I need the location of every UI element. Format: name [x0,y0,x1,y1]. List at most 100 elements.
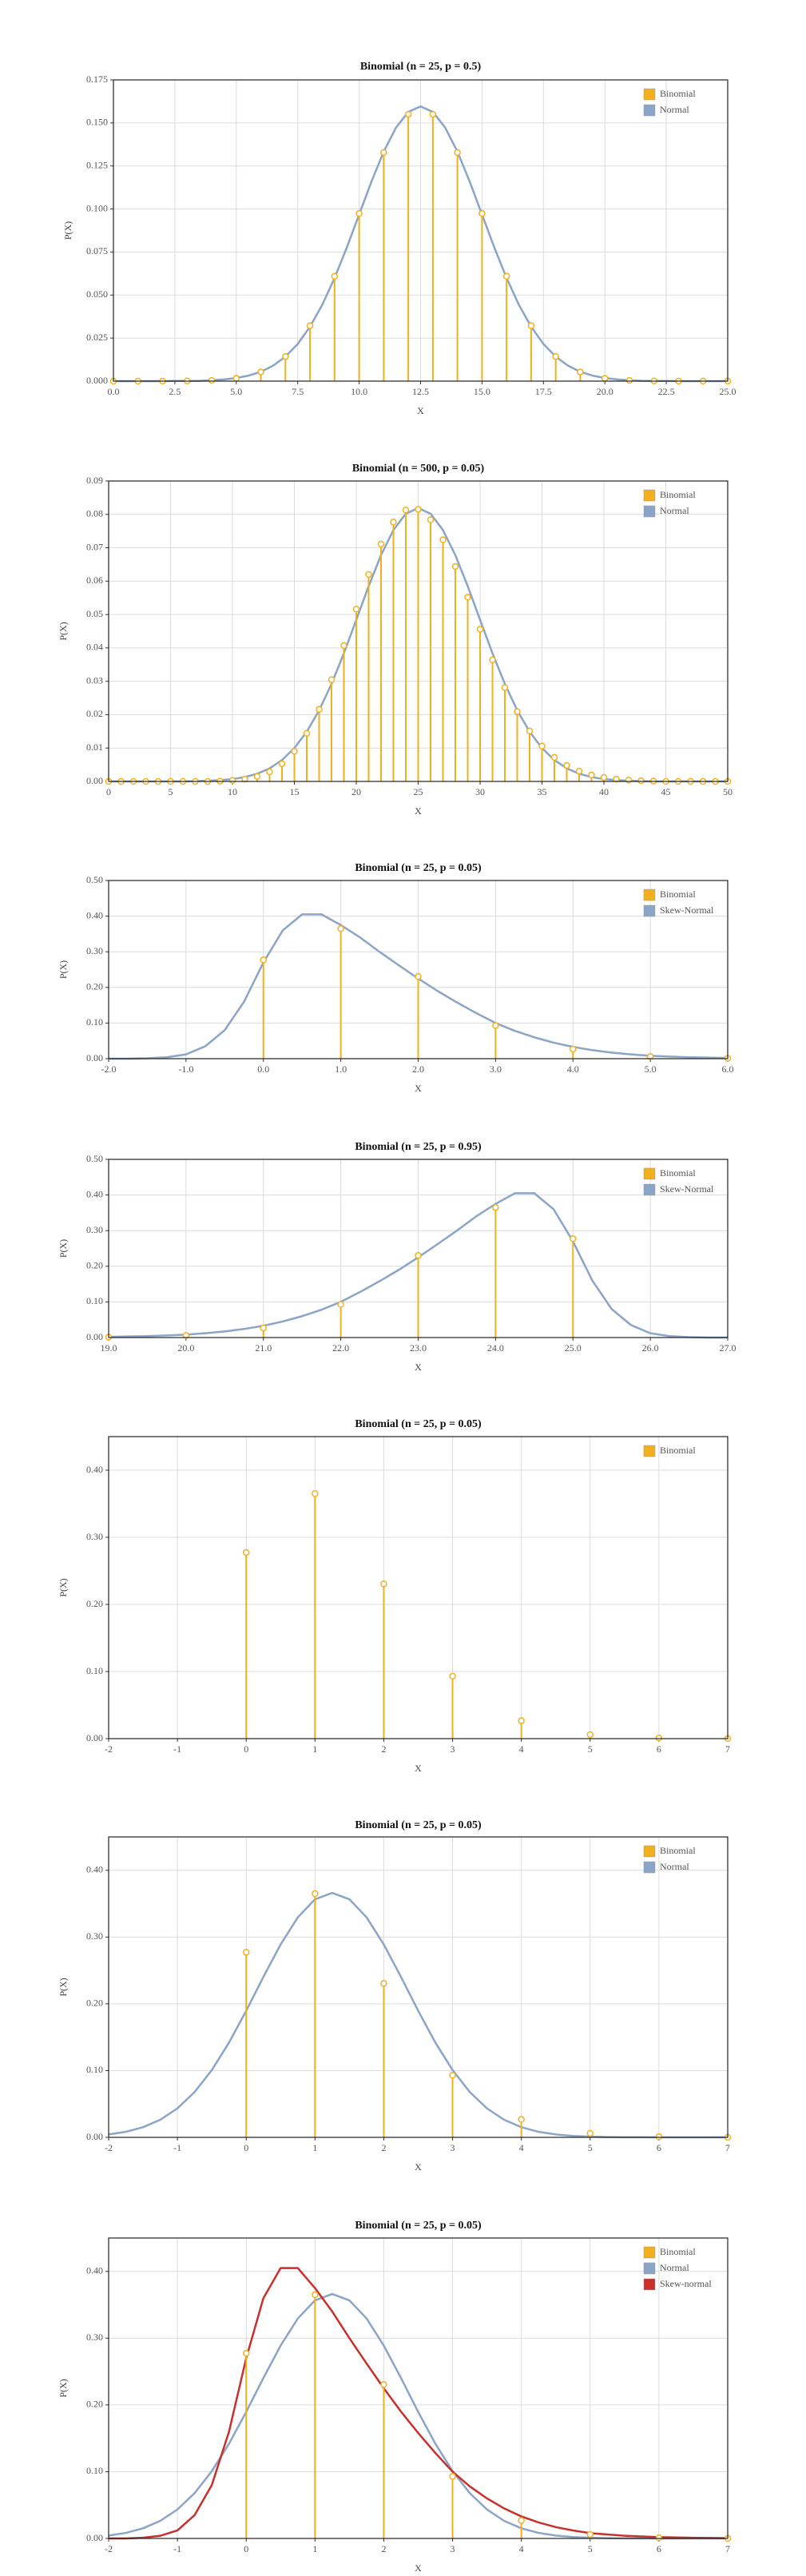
stem-marker [655,2534,663,2542]
x-tick-label: 6.0 [722,1063,734,1075]
x-tick-label: 4 [519,2142,524,2153]
y-tick-label: 0.00 [86,2532,103,2543]
chart: Binomial (n = 25, p = 0.5)XP(X)0.0000.02… [62,61,737,416]
chart-title: Binomial (n = 25, p = 0.95) [355,1141,482,1153]
legend-label: Binomial [660,888,696,900]
stem-marker [352,606,360,613]
x-tick-label: 30 [475,786,485,797]
stem-marker [655,1734,663,1742]
x-tick-label: 21.0 [255,1342,272,1354]
stem-marker [476,626,484,633]
y-tick-label: 0.20 [86,1260,103,1271]
stem-marker [312,1490,319,1497]
y-axis-label: P(X) [58,1239,69,1258]
chart-title: Binomial (n = 500, p = 0.05) [352,463,485,475]
y-tick-label: 0.08 [86,508,103,519]
x-tick-label: 0 [244,2142,248,2153]
chart-title: Binomial (n = 25, p = 0.05) [355,1819,482,1831]
y-tick-label: 0.40 [86,909,103,920]
stem-marker [340,642,347,650]
legend-label: Binomial [660,2246,696,2257]
legend-label: Binomial [660,1445,696,1456]
y-tick-label: 0.00 [86,1052,103,1063]
x-tick-label: 6 [657,2142,661,2153]
stem-marker [439,536,447,543]
x-tick-label: 3.0 [490,1063,502,1075]
legend-swatch [643,888,656,901]
y-tick-label: 0.40 [86,1464,103,1475]
legend-label: Binomial [660,88,696,99]
x-tick-label: -2.0 [101,1063,117,1075]
x-tick-label: 22.0 [332,1342,349,1354]
legend-label: Binomial [660,1167,696,1179]
legend-label: Normal [660,2262,689,2273]
stem-marker [449,2072,456,2079]
stem-marker [427,516,435,523]
y-tick-label: 0.50 [86,874,103,885]
y-tick-label: 0.20 [86,981,103,992]
legend-label: Skew-Normal [660,1183,714,1195]
stem-marker [365,570,372,578]
stem-marker [306,322,314,329]
curve [113,105,728,383]
legend-swatch [643,104,656,117]
plot-frame [113,79,729,382]
y-tick-label: 0.30 [86,1531,103,1542]
legend-swatch [643,2278,656,2291]
x-tick-label: 35 [538,786,547,797]
stem-marker [518,2517,525,2524]
stem-marker [570,1235,577,1242]
y-tick-label: 0.20 [86,2399,103,2410]
stem-marker [232,375,240,382]
chart-title: Binomial (n = 25, p = 0.05) [355,2220,482,2232]
x-axis-label: X [415,1763,422,1774]
chart: Binomial (n = 25, p = 0.05) X P(X) 0.00 0.10… [58,862,734,1094]
stem-marker [655,2133,663,2141]
x-tick-label: 20.0 [597,386,613,397]
x-tick-label: 7.5 [292,386,304,397]
stem-marker [570,1045,577,1053]
x-tick-label: 1 [312,2142,317,2153]
plot-frame [108,1159,729,1338]
legend-label: Normal [660,104,689,115]
y-tick-label: 0.00 [86,775,103,786]
stem-marker [390,519,397,526]
legend-label: Normal [660,1861,689,1872]
x-tick-label: 22.5 [658,386,675,397]
y-axis-label: P(X) [58,1978,69,1996]
stem-marker [514,708,521,715]
x-tick-label: -1.0 [178,1063,193,1075]
chart: Binomial (n = 25, p = 0.05) X P(X) 0.00 0.10… [58,1819,732,2173]
stem-marker [312,1890,319,1898]
stem-marker [575,767,583,775]
stem-marker [625,376,633,384]
legend-swatch [643,1861,656,1874]
stem-marker [278,760,286,768]
stem-marker [600,773,608,781]
x-tick-label: 17.5 [535,386,552,397]
y-tick-label: 0.000 [86,375,108,386]
stem-marker [402,507,410,514]
x-tick-label: 7 [725,2543,730,2554]
x-tick-label: 5.0 [230,386,242,397]
stem-marker [208,376,216,384]
curve [108,1891,728,2139]
stem-marker [449,2473,456,2480]
x-tick-label: -2 [105,1743,113,1755]
y-tick-label: 0.10 [86,1665,103,1676]
x-tick-label: 23.0 [410,1342,427,1354]
stem-marker [380,1980,387,1987]
y-tick-label: 0.050 [86,288,108,300]
x-tick-label: 50 [723,786,733,797]
x-tick-label: 15.0 [474,386,490,397]
x-tick-label: 5 [588,1743,593,1755]
y-tick-label: 0.30 [86,945,103,956]
legend-swatch [643,489,656,502]
x-tick-label: -2 [105,2543,113,2554]
stem-marker [586,2530,594,2538]
x-tick-label: 6 [657,1743,661,1755]
stem-marker [331,272,339,280]
legend-swatch [643,1167,656,1180]
x-tick-label: 7 [725,1743,730,1755]
stem-marker [380,149,387,157]
